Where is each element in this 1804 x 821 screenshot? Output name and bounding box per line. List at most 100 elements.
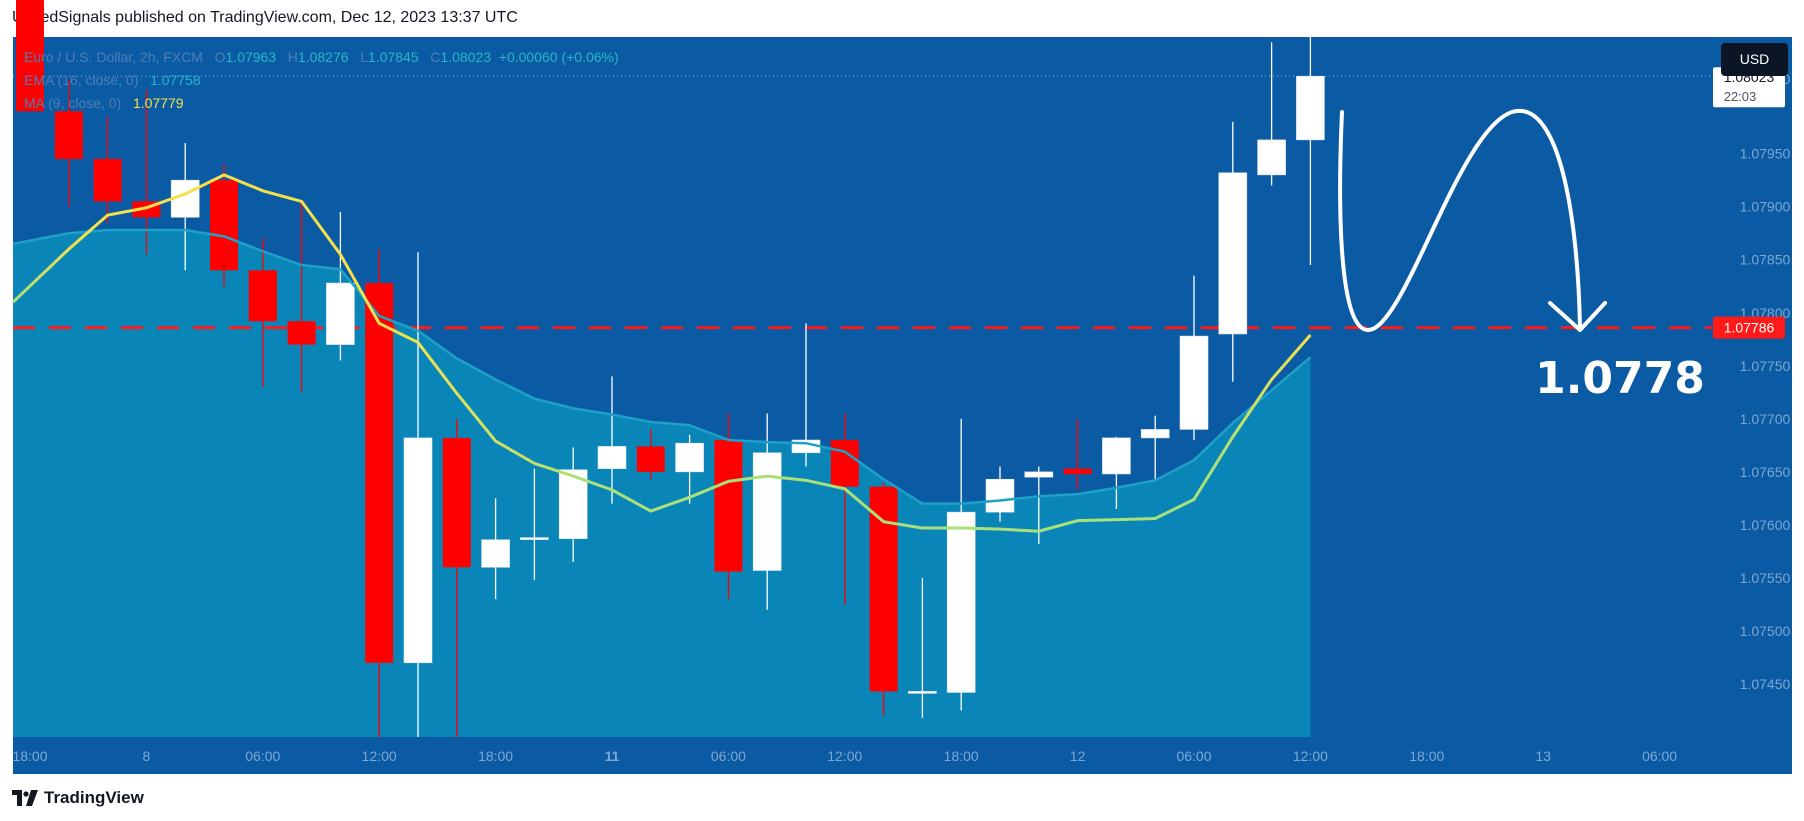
- candle-body: [908, 691, 937, 694]
- candle-body: [481, 539, 510, 568]
- legend-symbol-row: Euro / U.S. Dollar, 2h, FXCM O1.07963 H1…: [24, 46, 619, 69]
- candle: [558, 447, 588, 562]
- legend-low-label: L: [360, 49, 368, 65]
- projection-arrowhead: [1548, 301, 1607, 332]
- y-tick-label: 1.07700: [1740, 411, 1791, 427]
- tradingview-brand-text: TradingView: [44, 788, 144, 807]
- legend-open-label: O: [214, 49, 226, 65]
- candle: [1179, 275, 1209, 441]
- candle-body: [985, 478, 1015, 513]
- candle: [1102, 436, 1131, 509]
- legend-ema-value: 1.07758: [150, 72, 201, 88]
- ema-area-layer: [13, 230, 1311, 737]
- legend-open-value: 1.07963: [225, 49, 277, 65]
- y-tick-label: 1.07850: [1740, 252, 1791, 268]
- legend-ma-value: 1.07779: [132, 95, 184, 111]
- candle: [752, 413, 782, 610]
- candle: [1063, 418, 1092, 490]
- y-tick-label: 1.07950: [1740, 146, 1791, 162]
- candle-body: [946, 511, 976, 693]
- candle-body: [1024, 471, 1054, 478]
- candle-body: [326, 282, 355, 345]
- candle: [1140, 415, 1170, 480]
- y-tick-label: 1.07500: [1740, 623, 1791, 639]
- bar-countdown-label: 22:03: [1724, 89, 1757, 104]
- level-line-layer: [13, 75, 1712, 330]
- y-tick-label: 1.07650: [1740, 464, 1791, 480]
- x-tick-label: 12: [1070, 748, 1086, 764]
- legend-ema-row: EMA (16, close, 0) 1.07758: [24, 69, 619, 92]
- candle-body: [403, 437, 433, 664]
- candle-body: [54, 111, 83, 159]
- candle-body: [210, 180, 238, 271]
- candle: [675, 434, 704, 504]
- x-tick-label: 12:00: [1293, 748, 1328, 764]
- legend-symbol: Euro / U.S. Dollar, 2h, FXCM: [24, 49, 203, 65]
- x-tick-label: 18:00: [944, 748, 979, 764]
- candle: [1257, 42, 1286, 186]
- candle: [1218, 121, 1248, 382]
- legend-close-value: 1.08023: [440, 49, 492, 65]
- candle: [403, 252, 433, 737]
- candle: [714, 413, 743, 600]
- projection-curve: [1338, 108, 1582, 333]
- candle: [908, 577, 937, 718]
- candle-body: [675, 442, 704, 473]
- candle: [365, 249, 394, 737]
- legend-ma-label: MA (9, close, 0): [24, 95, 122, 111]
- level-price-box: [1713, 316, 1785, 339]
- candle-body: [1102, 437, 1131, 475]
- candle: [248, 238, 277, 387]
- candle-body: [287, 321, 316, 345]
- candle-body: [248, 270, 277, 322]
- candle-body: [520, 537, 549, 540]
- candle: [869, 482, 898, 716]
- candle-body: [830, 440, 859, 487]
- candle-body: [1140, 429, 1170, 439]
- candle: [54, 79, 83, 207]
- legend-high-value: 1.08276: [297, 49, 349, 65]
- candle-body: [1179, 335, 1209, 430]
- price-axis: 1.079501.079001.078501.078001.077501.077…: [1713, 67, 1791, 692]
- legend-ma-row: MA (9, close, 0) 1.07779: [24, 92, 619, 115]
- x-tick-label: 18:00: [1409, 748, 1444, 764]
- candle-body: [16, 0, 44, 112]
- x-tick-label: 06:00: [245, 748, 280, 764]
- candle-body: [1063, 468, 1092, 474]
- candle-body: [597, 446, 627, 469]
- candle: [16, 0, 44, 112]
- x-tick-label: 18:00: [12, 748, 47, 764]
- candle: [93, 116, 122, 223]
- candle: [170, 143, 200, 271]
- y-tick-label: 1.07750: [1740, 358, 1791, 374]
- y-tick-label: 1.07900: [1740, 199, 1791, 215]
- candle-body: [752, 452, 782, 571]
- candle-body: [558, 469, 588, 539]
- candle: [210, 164, 238, 287]
- last-price-box: [1713, 67, 1785, 108]
- candle-body: [869, 486, 898, 692]
- candle: [946, 418, 976, 711]
- tradingview-logo-icon: [12, 790, 38, 806]
- y-tick-label: 1.07600: [1740, 517, 1791, 533]
- candle: [520, 468, 549, 581]
- time-axis: 18:00 8 06:00 12:00 18:00 11 06:00 12:00 18:00 12…: [12, 748, 1677, 764]
- candle: [1296, 0, 1325, 266]
- target-price-label: 1.0778: [1535, 353, 1705, 404]
- tradingview-logo[interactable]: TradingView: [12, 788, 144, 808]
- legend-low-value: 1.07845: [368, 49, 419, 65]
- candle: [442, 418, 471, 737]
- legend-ema-label: EMA (16, close, 0): [24, 72, 139, 88]
- level-price-label: 1.07786: [1724, 320, 1775, 336]
- ma-line: [11, 173, 1312, 533]
- legend-change: +0.00060 (+0.06%): [498, 49, 619, 65]
- currency-button[interactable]: USD: [1721, 43, 1788, 76]
- x-tick-label: 12:00: [362, 748, 397, 764]
- candle: [597, 376, 627, 504]
- candle-body: [714, 440, 743, 572]
- candle: [985, 466, 1015, 522]
- candle: [481, 498, 510, 600]
- x-tick-label: 18:00: [478, 748, 513, 764]
